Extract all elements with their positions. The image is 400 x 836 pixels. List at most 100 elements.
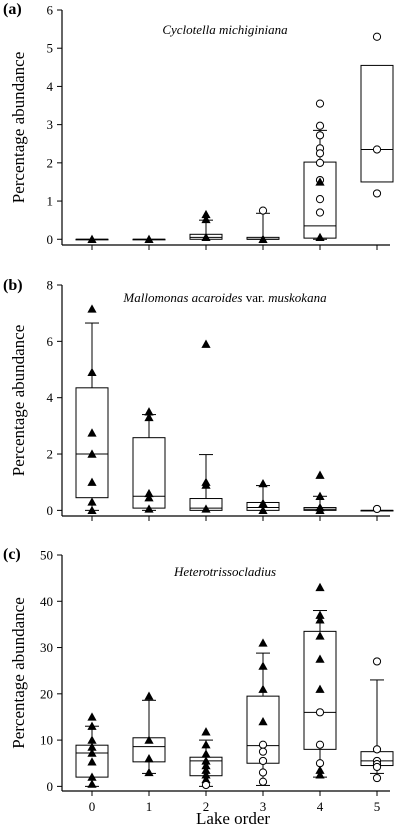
- data-point-triangle: [201, 774, 211, 784]
- data-point-triangle: [87, 428, 97, 437]
- data-point-triangle: [87, 234, 97, 243]
- data-point-triangle: [315, 232, 325, 242]
- panel-title-part: Heterotrissocladius: [173, 564, 276, 579]
- data-point-circle: [315, 121, 325, 130]
- y-tick-label: 6: [47, 3, 54, 18]
- data-point-triangle: [201, 740, 211, 749]
- data-point-triangle: [144, 735, 154, 744]
- data-point-circle: [258, 740, 268, 749]
- y-tick-label: 50: [40, 548, 53, 563]
- data-point-triangle: [201, 749, 211, 758]
- data-point-triangle: [315, 177, 325, 186]
- data-point-circle: [372, 762, 382, 772]
- data-point-triangle: [144, 493, 154, 502]
- data-point-triangle: [87, 505, 97, 515]
- data-point-triangle: [87, 367, 97, 377]
- y-axis-label: Percentage abundance: [9, 325, 28, 477]
- data-point-triangle: [315, 631, 325, 640]
- panel-title-part: muskokana: [268, 290, 327, 305]
- data-point-triangle: [87, 304, 97, 313]
- y-axis-label: Percentage abundance: [9, 597, 28, 749]
- y-axis-label: Percentage abundance: [9, 52, 28, 204]
- y-tick-label: 5: [47, 41, 54, 56]
- data-point-triangle: [87, 735, 97, 744]
- data-point-triangle: [87, 477, 97, 486]
- data-point-triangle: [144, 234, 154, 243]
- panel-label: (c): [3, 546, 21, 563]
- data-point-circle: [372, 145, 382, 154]
- data-point-circle: [372, 189, 382, 198]
- data-point-circle: [258, 206, 268, 215]
- data-point-triangle: [201, 214, 211, 224]
- data-point-triangle: [201, 765, 211, 774]
- data-point-circle: [315, 99, 325, 108]
- data-point-triangle: [258, 505, 268, 515]
- y-tick-label: 3: [47, 117, 54, 132]
- box-iqr: [360, 64, 394, 183]
- x-axis-label: Lake order: [196, 809, 270, 828]
- data-point-triangle: [258, 716, 268, 726]
- panel-title: Heterotrissocladius: [173, 564, 276, 579]
- data-point-triangle: [315, 654, 325, 663]
- data-point-triangle: [87, 712, 97, 721]
- data-point-circle: [372, 504, 382, 514]
- y-tick-label: 40: [40, 594, 53, 609]
- data-point-triangle: [201, 232, 211, 242]
- data-point-triangle: [201, 480, 211, 489]
- data-point-circle: [372, 773, 382, 783]
- data-point-circle: [258, 747, 268, 756]
- data-point-triangle: [315, 770, 325, 779]
- panels: 0 1 2 3 4 5 6 Percentage abundance (a) Cyclotella…: [3, 1, 394, 814]
- data-point-triangle: [144, 407, 154, 416]
- y-tick-label: 2: [47, 447, 54, 462]
- data-point-circle: [372, 32, 382, 41]
- data-point-triangle: [258, 661, 268, 670]
- data-point-triangle: [144, 767, 154, 777]
- data-point-triangle: [144, 488, 154, 498]
- panel-label: (a): [3, 1, 22, 18]
- box-plot-5: [360, 64, 394, 183]
- data-point-circle: [315, 158, 325, 167]
- data-point-triangle: [144, 754, 154, 763]
- data-point-triangle: [87, 449, 97, 458]
- data-point-triangle: [87, 779, 97, 788]
- data-point-triangle: [258, 234, 268, 243]
- y-tick-label: 0: [47, 232, 54, 247]
- data-point-triangle: [87, 772, 97, 781]
- data-point-circle: [258, 768, 268, 777]
- data-point-triangle: [258, 684, 268, 693]
- y-tick-label: 30: [40, 640, 53, 655]
- data-point-triangle: [201, 727, 211, 736]
- data-point-triangle: [315, 491, 325, 500]
- y-tick-label: 6: [47, 334, 54, 349]
- data-point-triangle: [144, 412, 154, 422]
- y-tick-label: 4: [47, 390, 54, 405]
- y-tick-label: 0: [47, 503, 54, 518]
- data-point-triangle: [87, 742, 97, 751]
- panel-title-part: Cyclotella michiginiana: [162, 22, 288, 37]
- y-tick-label: 1: [47, 194, 54, 209]
- data-point-circle: [315, 708, 325, 717]
- data-point-triangle: [258, 498, 268, 508]
- panel-title-part: var.: [242, 290, 268, 305]
- data-point-triangle: [201, 756, 211, 765]
- y-tick-label: 20: [40, 686, 53, 701]
- chart-panel: 0 10 20 30 40 50 0 1 2 3 4 5 Percentage abundance (c)…: [3, 546, 394, 814]
- chart-panel: 0 1 2 3 4 5 6 Percentage abundance (a) Cyclotella…: [3, 1, 394, 250]
- data-point-triangle: [201, 209, 211, 219]
- data-point-triangle: [315, 470, 325, 479]
- panel-label: (b): [3, 277, 23, 294]
- data-point-triangle: [315, 684, 325, 693]
- data-point-triangle: [315, 505, 325, 515]
- data-point-circle: [258, 756, 268, 766]
- data-point-triangle: [201, 504, 211, 513]
- panel-title: Cyclotella michiginiana: [162, 22, 288, 37]
- data-point-triangle: [315, 582, 325, 592]
- data-point-circle: [315, 149, 325, 158]
- panel-title: Mallomonas acaroides var. muskokana: [122, 290, 327, 305]
- y-tick-label: 8: [47, 278, 54, 293]
- y-tick-label: 4: [47, 79, 54, 94]
- y-tick-label: 10: [40, 733, 53, 748]
